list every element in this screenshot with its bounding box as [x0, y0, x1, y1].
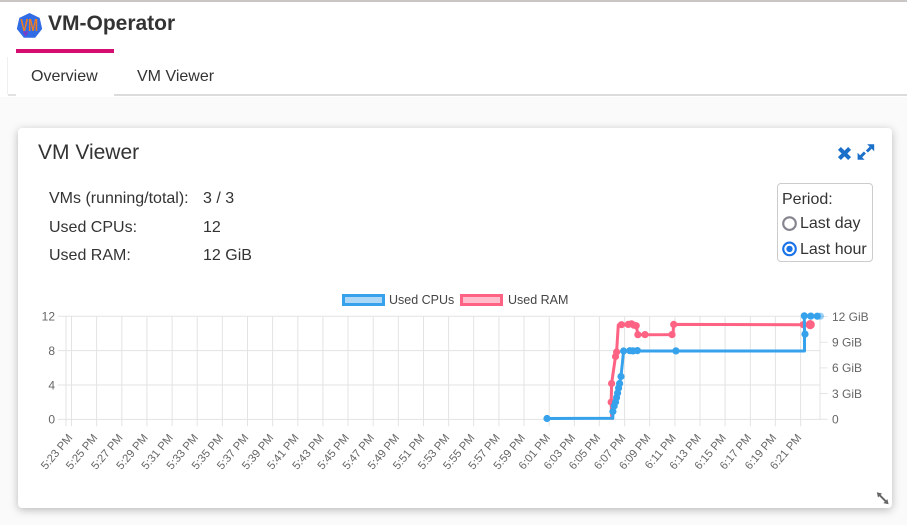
svg-text:3 GiB: 3 GiB: [832, 387, 862, 401]
svg-text:VM: VM: [20, 15, 38, 35]
svg-text:0: 0: [832, 413, 839, 427]
svg-text:6 GiB: 6 GiB: [832, 361, 862, 375]
svg-text:12 GiB: 12 GiB: [832, 310, 869, 324]
svg-text:4: 4: [48, 378, 55, 392]
svg-text:12: 12: [42, 310, 56, 324]
svg-text:8: 8: [48, 344, 55, 358]
svg-text:9 GiB: 9 GiB: [832, 336, 862, 350]
svg-text:0: 0: [48, 413, 55, 427]
